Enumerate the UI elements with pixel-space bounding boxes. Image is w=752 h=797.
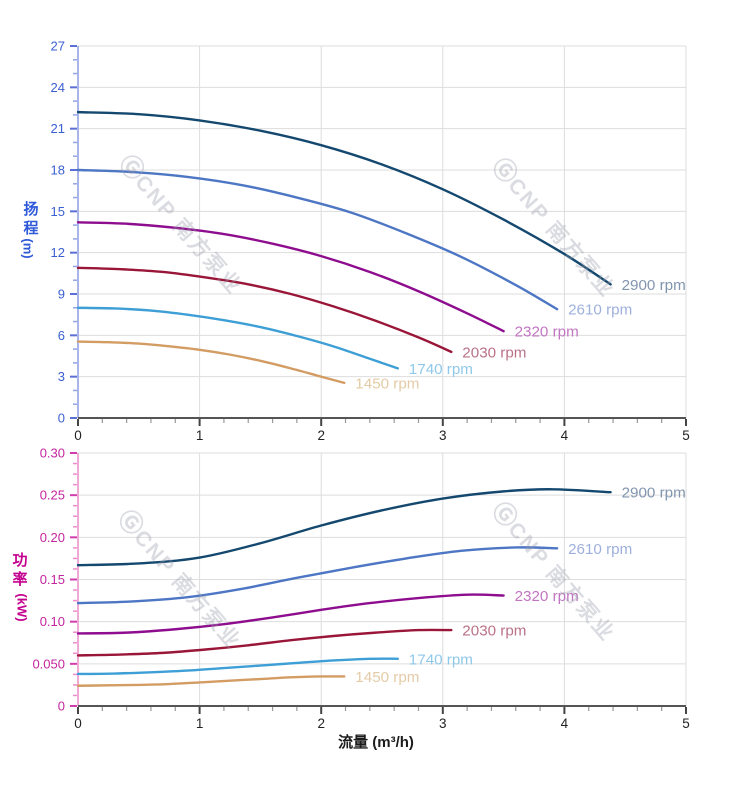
power-x-tick-label: 4 (561, 716, 569, 731)
power-x-tick-label: 5 (682, 716, 690, 731)
power-y-tick-label: 0.30 (40, 446, 65, 461)
power-curve-2320-rpm (76, 593, 505, 635)
power-curve-2030-rpm (76, 628, 453, 657)
head-y-tick-label: 21 (51, 121, 65, 136)
power-axis-title-char1: 功 (12, 552, 28, 569)
head-curve-label-2900-rpm: 2900 rpm (622, 277, 686, 294)
power-y-tick-label: 0.10 (40, 614, 65, 629)
head-curve-label-2030-rpm: 2030 rpm (462, 344, 526, 361)
head-curve-label-1450-rpm: 1450 rpm (355, 375, 419, 392)
power-axis-title: 功 率 (10, 551, 30, 589)
head-y-tick-label: 27 (51, 39, 65, 54)
power-axis-unit: (kW) (14, 593, 30, 622)
head-curve-label-2320-rpm: 2320 rpm (515, 324, 579, 341)
head-curve-2610-rpm (76, 168, 559, 311)
power-x-tick-label: 3 (439, 716, 447, 731)
head-curve-1450-rpm (76, 340, 346, 385)
head-y-tick-label: 24 (51, 80, 65, 95)
power-y-tick-label: 0.15 (40, 572, 65, 587)
head-curve-label-1740-rpm: 1740 rpm (409, 361, 473, 378)
head-curve-2030-rpm (76, 266, 453, 354)
head-axis-title: 扬 程 (21, 200, 41, 238)
head-y-tick-label: 6 (58, 328, 65, 343)
head-x-tick-label: 2 (317, 428, 325, 443)
head-curve-2900-rpm (76, 110, 612, 286)
power-y-tick-label: 0.25 (40, 488, 65, 503)
power-curve-2900-rpm (76, 488, 612, 567)
head-x-tick-label: 1 (196, 428, 204, 443)
power-x-tick-label: 1 (196, 716, 204, 731)
power-curve-label-1740-rpm: 1740 rpm (409, 651, 473, 668)
power-x-tick-label: 0 (74, 716, 82, 731)
head-axis-unit: (m) (20, 238, 36, 259)
head-y-tick-label: 0 (58, 411, 65, 426)
head-axis-title-char2: 程 (23, 220, 39, 237)
power-curve-label-2030-rpm: 2030 rpm (462, 623, 526, 640)
head-y-tick-label: 12 (51, 245, 65, 260)
power-curve-label-2320-rpm: 2320 rpm (515, 588, 579, 605)
head-x-tick-label: 4 (561, 428, 569, 443)
head-y-tick-label: 15 (51, 204, 65, 219)
power-axis-title-char2: 率 (12, 571, 28, 588)
head-curve-1740-rpm (76, 306, 400, 370)
power-curve-label-1450-rpm: 1450 rpm (355, 669, 419, 686)
head-axis-title-char1: 扬 (23, 201, 39, 218)
head-curve-label-2610-rpm: 2610 rpm (568, 302, 632, 319)
head-x-tick-label: 3 (439, 428, 447, 443)
head-curve-2320-rpm (76, 221, 505, 333)
power-curve-1740-rpm (76, 657, 400, 676)
power-curve-label-2610-rpm: 2610 rpm (568, 541, 632, 558)
power-y-tick-label: 0.050 (32, 656, 65, 671)
head-y-tick-label: 9 (58, 287, 65, 302)
head-x-tick-label: 5 (682, 428, 690, 443)
head-y-tick-label: 3 (58, 369, 65, 384)
power-curve-1450-rpm (76, 675, 346, 687)
flow-axis-title: 流量 (m³/h) (338, 734, 414, 751)
power-y-tick-label: 0 (58, 699, 65, 714)
power-y-tick-label: 0.20 (40, 530, 65, 545)
power-curve-label-2900-rpm: 2900 rpm (622, 485, 686, 502)
head-x-tick-label: 0 (74, 428, 82, 443)
power-curve-2610-rpm (76, 546, 559, 605)
power-x-tick-label: 2 (317, 716, 325, 731)
head-y-tick-label: 18 (51, 163, 65, 178)
